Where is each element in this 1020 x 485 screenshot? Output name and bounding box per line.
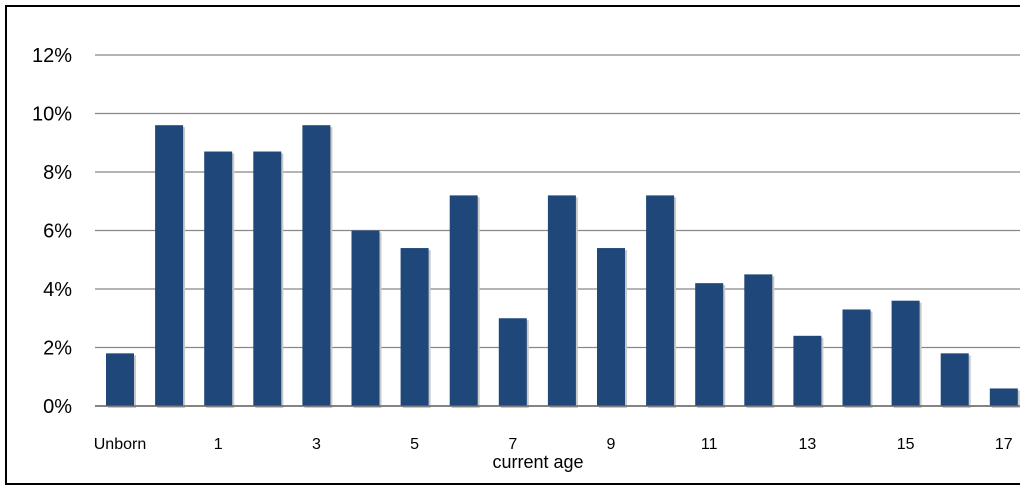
x-tick-label: 7 [508,436,517,453]
bar-14 [842,309,871,406]
bars [106,125,1020,408]
bar-5 [400,248,429,406]
bar-4 [351,230,380,406]
y-tick-label: 2% [43,338,72,360]
x-axis-ticks: Unborn 1 3 5 7 9 11 13 15 17 [94,436,1013,453]
bar-17 [989,388,1018,406]
y-tick-label: 8% [43,162,72,184]
y-axis-ticks: 0% 2% 4% 6% 8% 10% 12% [32,45,72,418]
bar-13 [793,335,822,406]
y-tick-label: 6% [43,221,72,243]
bar-1 [204,151,233,406]
bar-chart: 0%2%4%6%8%10%12% Unborn 1 3 5 7 9 11 13 15 17 cur… [32,45,1020,472]
bar-9 [597,248,625,406]
bar-3 [302,125,331,406]
x-tick-label: 5 [410,436,419,453]
y-tick-label: 0% [43,396,72,418]
y-tick-label: 10% [32,104,72,126]
x-tick-label: 13 [799,436,817,453]
x-tick-label: 11 [701,436,718,453]
x-tick-label: Unborn [94,436,146,453]
bar-16 [940,353,969,406]
x-tick-label: 17 [995,436,1013,453]
y-tick-label: 12% [32,45,72,67]
chart-frame: 0% 2% 4% 6% 8% 10% 12% Unborn 1 3 5 7 9 11 13 15 17 cur… [5,5,1020,485]
bar-12 [744,274,773,406]
x-tick-label: 1 [214,436,223,453]
bar-10 [646,195,675,406]
x-tick-label: 15 [897,436,915,453]
bar-15 [891,300,920,406]
x-tick-label: 3 [312,436,321,453]
x-tick-label: 9 [607,436,616,453]
bar-2 [253,151,282,406]
bar-11 [695,283,724,406]
x-axis-label: current age [492,452,583,472]
bar-Unborn [106,353,134,406]
bar-8 [547,195,576,406]
bar-6 [449,195,478,406]
y-tick-label: 4% [43,279,72,301]
bar-7 [498,318,527,406]
bar-0 [155,125,184,406]
